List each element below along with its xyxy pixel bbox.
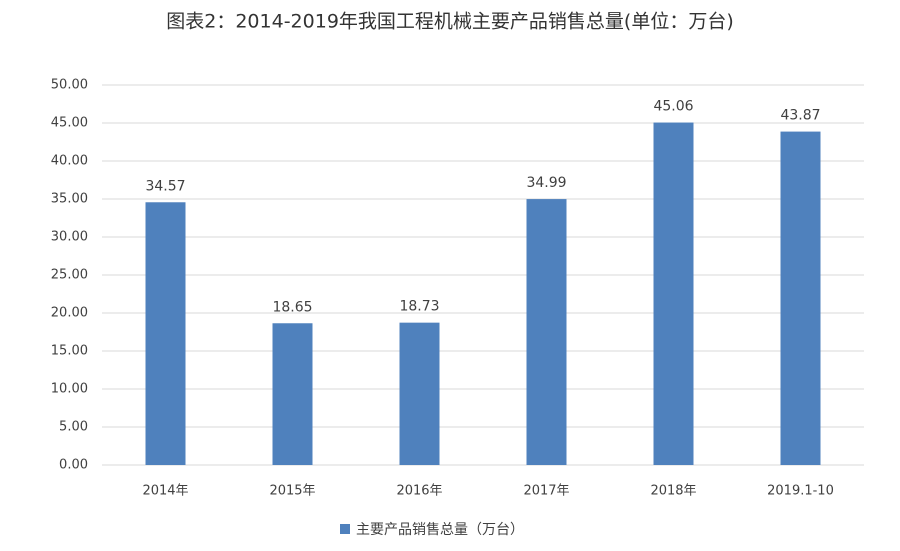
data-label: 18.73 [399, 299, 439, 315]
data-label: 34.99 [526, 175, 566, 191]
legend-label: 主要产品销售总量（万台） [356, 522, 524, 538]
y-tick-label: 0.00 [59, 458, 88, 473]
y-tick-label: 5.00 [59, 420, 88, 435]
x-tick-label: 2018年 [650, 484, 696, 499]
x-tick-label: 2015年 [269, 484, 315, 499]
bar [526, 199, 567, 466]
y-tick-label: 30.00 [51, 230, 88, 245]
legend-swatch [340, 524, 350, 534]
data-label: 45.06 [653, 99, 693, 115]
y-tick-label: 15.00 [51, 344, 88, 359]
y-tick-label: 50.00 [51, 78, 88, 93]
y-tick-label: 20.00 [51, 306, 88, 321]
x-tick-label: 2016年 [396, 484, 442, 499]
data-label: 18.65 [272, 299, 312, 315]
data-label: 43.87 [780, 108, 820, 124]
x-tick-label: 2019.1-10 [767, 484, 834, 499]
y-tick-label: 35.00 [51, 192, 88, 207]
bar [145, 202, 186, 465]
y-tick-label: 10.00 [51, 382, 88, 397]
x-tick-label: 2017年 [523, 484, 569, 499]
data-label: 34.57 [145, 178, 185, 194]
bar [653, 122, 694, 465]
x-tick-label: 2014年 [142, 484, 188, 499]
bar [399, 322, 440, 465]
bar [780, 131, 821, 465]
y-tick-label: 25.00 [51, 268, 88, 283]
bar [272, 323, 313, 465]
y-tick-label: 45.00 [51, 116, 88, 131]
chart-title: 图表2：2014-2019年我国工程机械主要产品销售总量(单位：万台) [166, 11, 733, 33]
y-tick-label: 40.00 [51, 154, 88, 169]
